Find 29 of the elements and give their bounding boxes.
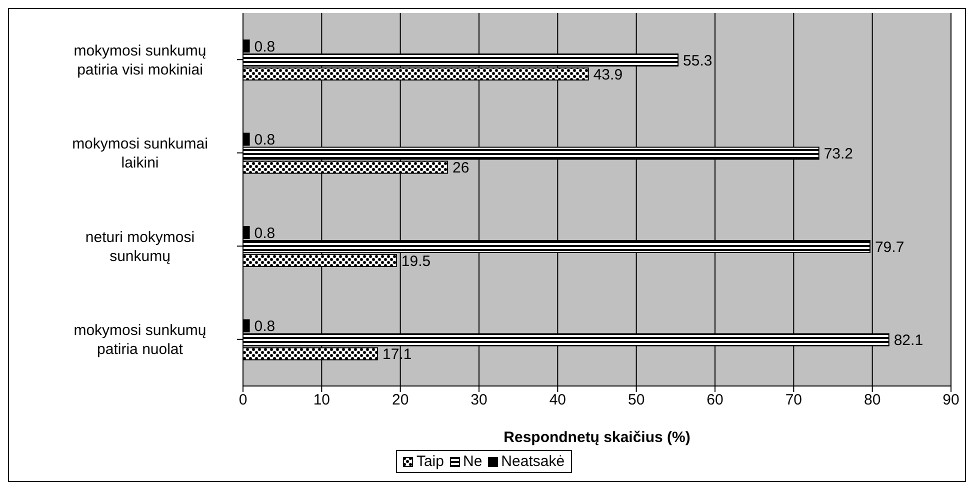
data-label: 0.8 bbox=[254, 318, 276, 336]
data-label: 82.1 bbox=[894, 332, 924, 350]
x-tick-label: 80 bbox=[864, 392, 881, 409]
data-label: 0.8 bbox=[254, 38, 276, 56]
x-tick-label: 70 bbox=[785, 392, 802, 409]
x-tick-label: 60 bbox=[706, 392, 724, 409]
x-tick-label: 90 bbox=[942, 392, 960, 409]
data-label: 55.3 bbox=[683, 52, 712, 70]
legend-label: Neatsakė bbox=[501, 453, 565, 470]
y-tick-label: mokymosi sunkumų patiria visi mokiniai bbox=[74, 42, 206, 78]
data-label: 73.2 bbox=[824, 146, 854, 163]
data-label: 0.8 bbox=[254, 224, 276, 242]
data-label: 79.7 bbox=[874, 238, 904, 256]
x-tick-label: 50 bbox=[628, 392, 645, 409]
x-tick-label: 20 bbox=[392, 392, 409, 409]
data-label: 0.8 bbox=[254, 132, 276, 149]
x-tick-label: 10 bbox=[313, 392, 330, 409]
data-label: 26 bbox=[452, 160, 470, 177]
legend-label: Ne bbox=[462, 453, 482, 470]
data-label: 19.5 bbox=[401, 252, 431, 270]
x-tick-label: 30 bbox=[470, 392, 488, 409]
y-tick-label: mokymosi sunkumai laikini bbox=[72, 136, 208, 172]
y-tick-label: neturi mokymosi sunkumų bbox=[85, 228, 195, 265]
data-label: 43.9 bbox=[593, 66, 623, 84]
x-axis-title: Respondnetų skaičius (%) bbox=[504, 429, 690, 446]
legend-label: Taip bbox=[416, 453, 444, 470]
y-tick-label: mokymosi sunkumų patiria nuolat bbox=[74, 322, 206, 358]
x-tick-label: 0 bbox=[238, 392, 248, 409]
x-tick-label: 40 bbox=[549, 392, 566, 409]
